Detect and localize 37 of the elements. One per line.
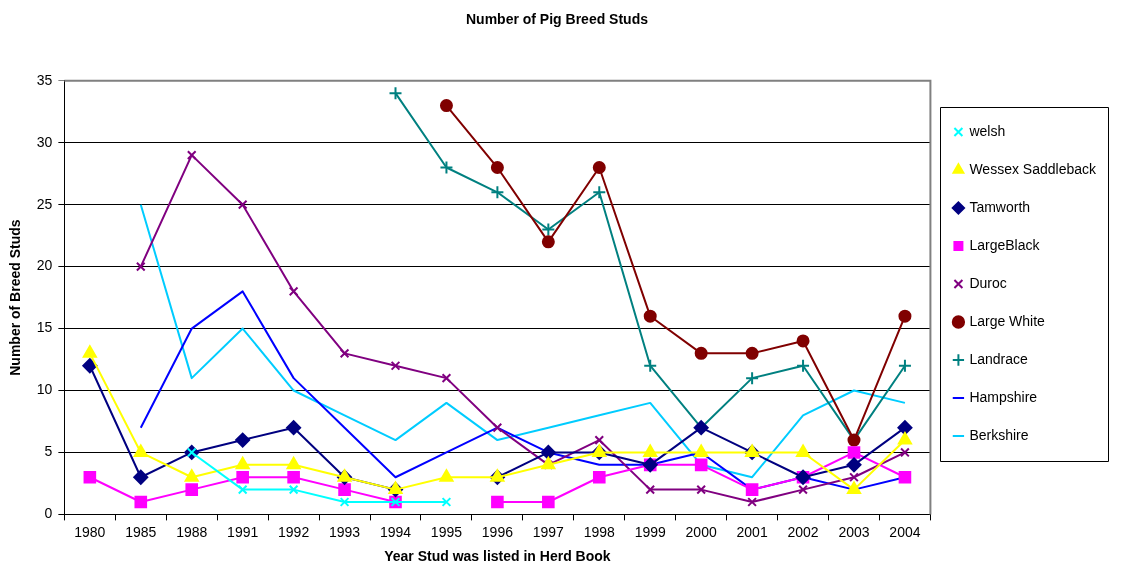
x-tick-label: 1988 (176, 523, 208, 540)
x-tick-label: 2002 (787, 523, 819, 540)
legend-label: Landrace (969, 350, 1028, 367)
legend-label: LargeBlack (969, 236, 1041, 253)
x-tick-label: 2004 (889, 523, 921, 540)
x-tick-label: 1999 (634, 523, 666, 540)
x-tick-label: 1995 (430, 523, 463, 540)
y-tick-label: 0 (44, 505, 53, 522)
y-tick-label: 15 (36, 319, 53, 336)
chart-title: Number of Pig Breed Studs (465, 11, 649, 28)
x-tick-label: 2000 (685, 523, 717, 540)
x-tick-label: 1998 (583, 523, 616, 540)
x-tick-label: 2003 (838, 523, 870, 540)
y-tick-label: 20 (36, 257, 53, 274)
x-tick-label: 1994 (379, 523, 412, 540)
legend-label: Large White (969, 312, 1046, 329)
legend-label: Hampshire (969, 388, 1038, 405)
y-axis-title: Number of Breed Studs (7, 219, 24, 376)
y-tick-label: 30 (36, 133, 53, 150)
legend-label: Duroc (969, 274, 1007, 291)
y-tick-label: 35 (36, 71, 53, 88)
legend-label: welsh (968, 122, 1006, 139)
legend-label: Wessex Saddleback (969, 160, 1097, 177)
x-tick-label: 1992 (278, 523, 310, 540)
x-tick-label: 1993 (328, 523, 361, 540)
legend-label: Berkshire (969, 426, 1029, 443)
x-axis-title: Year Stud was listed in Herd Book (384, 548, 611, 565)
x-tick-label: 1997 (532, 523, 565, 540)
y-tick-label: 5 (44, 443, 53, 460)
x-tick-label: 1985 (125, 523, 157, 540)
x-tick-label: 1991 (227, 523, 259, 540)
x-tick-label: 1996 (481, 523, 514, 540)
y-tick-label: 25 (36, 195, 53, 212)
legend-label: Tamworth (969, 198, 1031, 215)
x-tick-label: 1980 (74, 523, 106, 540)
y-tick-label: 10 (36, 381, 53, 398)
x-tick-label: 2001 (736, 523, 768, 540)
